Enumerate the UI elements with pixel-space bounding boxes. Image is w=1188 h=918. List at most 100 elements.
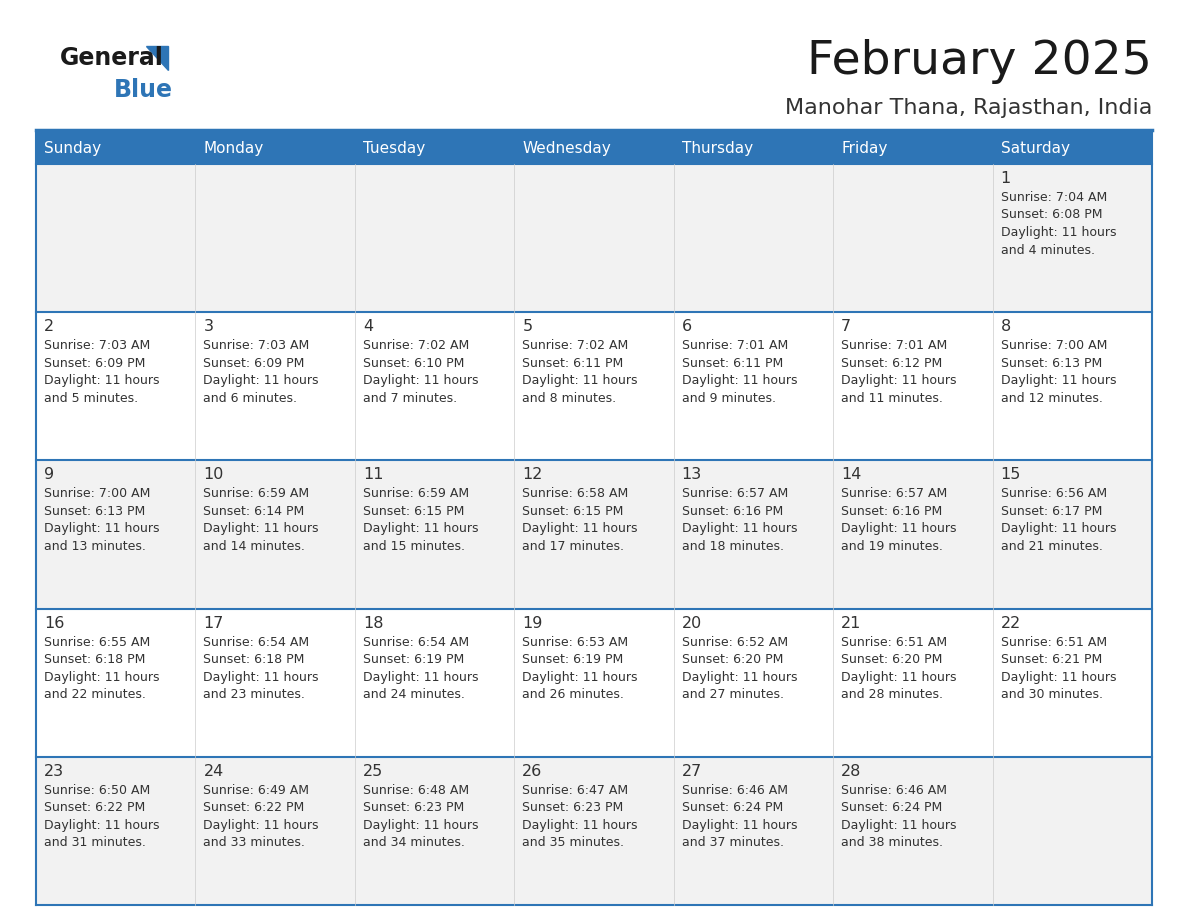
Bar: [674, 132, 833, 164]
Text: Sunrise: 6:59 AM: Sunrise: 6:59 AM: [203, 487, 310, 500]
Text: and 15 minutes.: and 15 minutes.: [362, 540, 465, 553]
Text: Sunrise: 7:03 AM: Sunrise: 7:03 AM: [203, 339, 310, 353]
Text: Daylight: 11 hours: Daylight: 11 hours: [841, 819, 956, 832]
Text: Daylight: 11 hours: Daylight: 11 hours: [682, 819, 797, 832]
Text: Daylight: 11 hours: Daylight: 11 hours: [1000, 375, 1116, 387]
Text: and 9 minutes.: and 9 minutes.: [682, 392, 776, 405]
Text: Sunrise: 7:03 AM: Sunrise: 7:03 AM: [44, 339, 150, 353]
Text: Friday: Friday: [841, 140, 887, 155]
Text: 26: 26: [523, 764, 543, 778]
Text: and 28 minutes.: and 28 minutes.: [841, 688, 943, 701]
Bar: [992, 132, 1152, 164]
Bar: [674, 461, 833, 609]
Text: Sunrise: 6:46 AM: Sunrise: 6:46 AM: [682, 784, 788, 797]
Text: Daylight: 11 hours: Daylight: 11 hours: [203, 522, 318, 535]
Bar: [196, 132, 355, 164]
Text: Sunset: 6:19 PM: Sunset: 6:19 PM: [523, 653, 624, 666]
Text: Sunrise: 7:00 AM: Sunrise: 7:00 AM: [44, 487, 151, 500]
Text: Daylight: 11 hours: Daylight: 11 hours: [841, 375, 956, 387]
Text: Daylight: 11 hours: Daylight: 11 hours: [362, 375, 479, 387]
Text: 27: 27: [682, 764, 702, 778]
Text: and 6 minutes.: and 6 minutes.: [203, 392, 297, 405]
Text: Sunset: 6:15 PM: Sunset: 6:15 PM: [362, 505, 465, 518]
Text: and 34 minutes.: and 34 minutes.: [362, 836, 465, 849]
Text: Daylight: 11 hours: Daylight: 11 hours: [44, 522, 159, 535]
Text: 7: 7: [841, 319, 852, 334]
Bar: [674, 312, 833, 461]
Text: 10: 10: [203, 467, 223, 482]
Bar: [355, 132, 514, 164]
Text: 13: 13: [682, 467, 702, 482]
Text: and 5 minutes.: and 5 minutes.: [44, 392, 138, 405]
Text: Daylight: 11 hours: Daylight: 11 hours: [203, 375, 318, 387]
Bar: [833, 164, 992, 312]
Bar: [36, 312, 196, 461]
Bar: [514, 756, 674, 905]
Text: Sunset: 6:17 PM: Sunset: 6:17 PM: [1000, 505, 1102, 518]
Text: and 7 minutes.: and 7 minutes.: [362, 392, 457, 405]
Text: Daylight: 11 hours: Daylight: 11 hours: [362, 522, 479, 535]
Text: Sunrise: 6:56 AM: Sunrise: 6:56 AM: [1000, 487, 1107, 500]
Text: Daylight: 11 hours: Daylight: 11 hours: [1000, 226, 1116, 239]
Text: Daylight: 11 hours: Daylight: 11 hours: [682, 522, 797, 535]
Text: Sunset: 6:21 PM: Sunset: 6:21 PM: [1000, 653, 1101, 666]
Text: and 30 minutes.: and 30 minutes.: [1000, 688, 1102, 701]
Text: and 38 minutes.: and 38 minutes.: [841, 836, 943, 849]
Bar: [196, 461, 355, 609]
Text: and 24 minutes.: and 24 minutes.: [362, 688, 465, 701]
Text: 25: 25: [362, 764, 383, 778]
Text: 24: 24: [203, 764, 223, 778]
Text: Sunrise: 7:01 AM: Sunrise: 7:01 AM: [841, 339, 947, 353]
Text: Sunrise: 7:00 AM: Sunrise: 7:00 AM: [1000, 339, 1107, 353]
Text: 2: 2: [44, 319, 55, 334]
Text: Sunset: 6:11 PM: Sunset: 6:11 PM: [523, 357, 624, 370]
Text: Daylight: 11 hours: Daylight: 11 hours: [44, 375, 159, 387]
Text: Sunset: 6:12 PM: Sunset: 6:12 PM: [841, 357, 942, 370]
Text: and 17 minutes.: and 17 minutes.: [523, 540, 624, 553]
Text: Sunrise: 6:54 AM: Sunrise: 6:54 AM: [203, 635, 310, 649]
Text: Sunrise: 6:53 AM: Sunrise: 6:53 AM: [523, 635, 628, 649]
Text: 14: 14: [841, 467, 861, 482]
Text: and 23 minutes.: and 23 minutes.: [203, 688, 305, 701]
Text: and 22 minutes.: and 22 minutes.: [44, 688, 146, 701]
Bar: [514, 132, 674, 164]
Bar: [833, 461, 992, 609]
Text: 4: 4: [362, 319, 373, 334]
Text: Sunset: 6:24 PM: Sunset: 6:24 PM: [841, 801, 942, 814]
Text: 28: 28: [841, 764, 861, 778]
Text: General: General: [61, 46, 164, 70]
Bar: [992, 164, 1152, 312]
Text: February 2025: February 2025: [807, 39, 1152, 84]
Text: Daylight: 11 hours: Daylight: 11 hours: [362, 671, 479, 684]
Text: Daylight: 11 hours: Daylight: 11 hours: [203, 671, 318, 684]
Bar: [674, 609, 833, 756]
Text: 20: 20: [682, 616, 702, 631]
Bar: [514, 312, 674, 461]
Text: Sunset: 6:09 PM: Sunset: 6:09 PM: [203, 357, 305, 370]
Text: Daylight: 11 hours: Daylight: 11 hours: [523, 819, 638, 832]
Bar: [355, 164, 514, 312]
Text: Sunset: 6:18 PM: Sunset: 6:18 PM: [44, 653, 145, 666]
Text: and 13 minutes.: and 13 minutes.: [44, 540, 146, 553]
Text: 8: 8: [1000, 319, 1011, 334]
Text: Sunset: 6:24 PM: Sunset: 6:24 PM: [682, 801, 783, 814]
Text: and 27 minutes.: and 27 minutes.: [682, 688, 784, 701]
Text: Saturday: Saturday: [1000, 140, 1069, 155]
Text: Sunrise: 6:58 AM: Sunrise: 6:58 AM: [523, 487, 628, 500]
Bar: [196, 312, 355, 461]
Text: Blue: Blue: [114, 78, 173, 102]
Bar: [514, 164, 674, 312]
Text: Daylight: 11 hours: Daylight: 11 hours: [682, 671, 797, 684]
Text: and 8 minutes.: and 8 minutes.: [523, 392, 617, 405]
Bar: [674, 164, 833, 312]
Text: Sunday: Sunday: [44, 140, 101, 155]
Text: Wednesday: Wednesday: [523, 140, 611, 155]
Text: Sunset: 6:14 PM: Sunset: 6:14 PM: [203, 505, 304, 518]
Text: and 33 minutes.: and 33 minutes.: [203, 836, 305, 849]
Text: Sunset: 6:18 PM: Sunset: 6:18 PM: [203, 653, 305, 666]
Text: and 18 minutes.: and 18 minutes.: [682, 540, 784, 553]
Text: Sunrise: 6:57 AM: Sunrise: 6:57 AM: [841, 487, 947, 500]
Text: and 31 minutes.: and 31 minutes.: [44, 836, 146, 849]
Text: 22: 22: [1000, 616, 1020, 631]
Bar: [833, 312, 992, 461]
